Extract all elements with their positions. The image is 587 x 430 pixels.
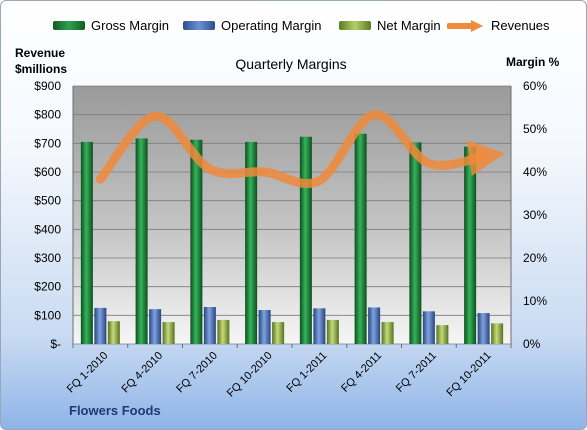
operating-margin-bar: [94, 307, 107, 344]
category-axis-labels: FQ 1-2010 FQ 4-2010 FQ 7-2010 FQ 10-2010 FQ …: [65, 350, 494, 400]
revenues-line: [95, 110, 506, 189]
revenues-point: [374, 114, 375, 115]
revenues-point: [483, 156, 484, 157]
legend-item-net-margin: Net Margin: [339, 18, 441, 33]
operating-margin-bar: [368, 307, 381, 344]
left-tick-label: $200: [34, 280, 61, 294]
operating-margin-bar: [258, 310, 271, 344]
left-axis-ticks: $- $100 $200 $300 $400 $500 $600 $700 $800 $900: [34, 79, 61, 351]
bars: [80, 133, 504, 344]
gross-margin-bar: [135, 138, 148, 344]
category-label: FQ 4-2011: [339, 350, 384, 395]
left-tick-label: $-: [50, 337, 61, 351]
revenues-point: [264, 172, 265, 173]
right-axis-ticks: 0% 10% 20% 30% 40% 50% 60%: [523, 79, 547, 351]
company-label: Flowers Foods: [69, 403, 161, 418]
legend-label-gross-margin: Gross Margin: [91, 18, 170, 33]
operating-margin-bar: [203, 307, 216, 344]
gross-margin-bar: [299, 136, 312, 344]
revenues-point: [100, 179, 101, 180]
operating-margin-bar: [422, 311, 435, 344]
category-label: FQ 7-2010: [174, 350, 220, 396]
gross-margin-bar: [409, 142, 422, 344]
right-tick-label: 40%: [523, 165, 547, 179]
category-label: FQ 4-2010: [120, 350, 166, 396]
net-margin-swatch: [339, 21, 371, 30]
net-margin-bar: [381, 322, 394, 344]
gross-margin-bar: [354, 133, 367, 344]
legend-label-operating-margin: Operating Margin: [221, 18, 322, 33]
gross-margin-bar: [464, 146, 477, 344]
legend-label-revenues: Revenues: [491, 18, 550, 33]
revenues-point: [209, 169, 210, 170]
legend-item-gross-margin: Gross Margin: [53, 18, 169, 33]
net-margin-bar: [217, 319, 230, 344]
right-tick-label: 0%: [523, 337, 541, 351]
chart-title: Quarterly Margins: [235, 56, 347, 72]
net-margin-bar: [162, 322, 175, 344]
left-tick-label: $900: [34, 79, 61, 93]
category-label: FQ 7-2011: [394, 350, 439, 395]
category-label: FQ 10-2011: [444, 350, 493, 399]
left-tick-label: $400: [34, 222, 61, 236]
category-label: FQ 10-2010: [225, 350, 275, 400]
legend-label-net-margin: Net Margin: [377, 18, 441, 33]
revenues-point: [319, 180, 320, 181]
operating-margin-bar: [149, 309, 162, 344]
left-tick-label: $800: [34, 108, 61, 122]
operating-margin-bar: [313, 308, 326, 344]
operating-margin-bar: [477, 313, 490, 344]
left-tick-label: $100: [34, 308, 61, 322]
revenue-line: [95, 110, 506, 189]
gross-margin-bar: [245, 141, 258, 344]
operating-margin-swatch: [183, 21, 215, 30]
net-margin-bar: [326, 319, 339, 344]
net-margin-bar: [436, 325, 449, 344]
left-tick-label: $700: [34, 136, 61, 150]
left-tick-label: $300: [34, 251, 61, 265]
net-margin-bar: [491, 323, 504, 344]
right-tick-label: 10%: [523, 294, 547, 308]
left-axis-title-line2: $millions: [15, 62, 68, 76]
gross-margin-bar: [80, 141, 93, 344]
gross-margin-swatch: [53, 21, 85, 30]
right-tick-label: 60%: [523, 79, 547, 93]
legend-item-operating-margin: Operating Margin: [183, 18, 321, 33]
net-margin-bar: [107, 321, 120, 344]
category-label: FQ 1-2010: [65, 350, 111, 396]
revenues-arrow-icon: [447, 19, 483, 32]
net-margin-bar: [272, 322, 285, 344]
right-tick-label: 20%: [523, 251, 547, 265]
left-axis-title-line1: Revenue: [15, 46, 66, 60]
gross-margin-bar: [190, 139, 203, 344]
left-tick-label: $500: [34, 194, 61, 208]
legend: Gross Margin Operating Margin Net Margin…: [1, 18, 586, 38]
right-axis-title: Margin %: [506, 55, 560, 69]
right-tick-label: 30%: [523, 208, 547, 222]
category-label: FQ 1-2011: [284, 350, 329, 395]
revenues-point: [428, 163, 429, 164]
left-tick-label: $600: [34, 165, 61, 179]
legend-item-revenues: Revenues: [447, 18, 550, 33]
left-axis-title: Revenue $millions: [15, 45, 67, 77]
right-tick-label: 50%: [523, 122, 547, 136]
revenues-point: [155, 116, 156, 117]
